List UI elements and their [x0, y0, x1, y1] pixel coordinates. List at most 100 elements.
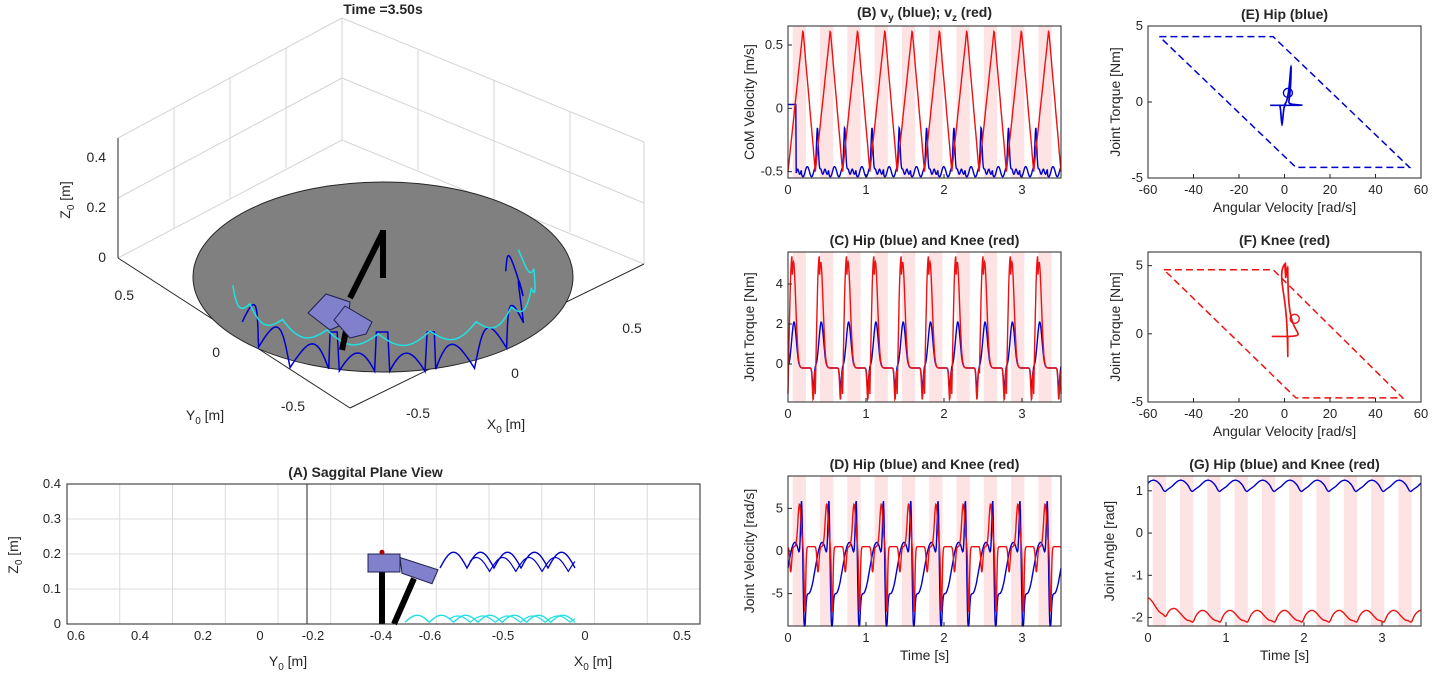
- x-axis-label: Angular Velocity [rad/s]: [1213, 199, 1356, 215]
- axes-box: [1147, 251, 1422, 403]
- y-axis-label: Joint Torque [Nm]: [741, 272, 757, 381]
- x-tick-label: 0.2: [194, 628, 212, 643]
- y-tick-label: 0.3: [43, 511, 61, 526]
- y-tick-label: 0: [776, 100, 783, 115]
- x-tick-label: 0: [256, 628, 263, 643]
- y-tick-label: -5: [1131, 394, 1143, 409]
- x-tick-label: 40: [1368, 406, 1382, 421]
- stance-phase-band: [874, 26, 888, 178]
- z-tick-label: 0.2: [87, 199, 107, 215]
- y-tick-label: 0.1: [43, 581, 61, 596]
- stance-phase-band: [1038, 26, 1052, 178]
- x-tick-label: -40: [1184, 182, 1203, 197]
- foot-trajectory-sagittal: [449, 615, 576, 623]
- knee_w-series-line: [787, 503, 1062, 612]
- robot-thigh-block: [399, 556, 439, 585]
- x-tick-label: -20: [1230, 182, 1249, 197]
- panel-d-joint-velocity: 0 1 2 3 -5 0 5 Joint Velocity [rad/s] Time [s] (D…: [741, 456, 1062, 663]
- leg-segment: [347, 230, 386, 300]
- torque-speed-envelope: [1158, 35, 1412, 169]
- x-tick-label: 20: [1323, 182, 1337, 197]
- x-tick-label: 40: [1368, 182, 1382, 197]
- y-tick-label: 0.4: [43, 476, 61, 491]
- y-tick-label: 1: [1136, 483, 1143, 498]
- foot-trajectory-3d: [232, 249, 536, 347]
- y-tick-label: 4: [776, 276, 783, 291]
- stance-phase-band: [983, 26, 998, 178]
- stance-phase-band: [1152, 476, 1166, 626]
- y-axis-label: Z0 [m]: [5, 536, 25, 573]
- panel-title: (D) Hip (blue) and Knee (red): [830, 456, 1020, 472]
- x-axis-label: Time [s]: [900, 647, 949, 663]
- x-tick-label: -0.4: [370, 628, 392, 643]
- x-tick-label: 2: [1300, 630, 1307, 645]
- current-state-marker: [1282, 87, 1294, 99]
- stance-phase-band: [1207, 476, 1221, 626]
- x-tick-label: -20: [1230, 406, 1249, 421]
- x-tick-label: -40: [1184, 406, 1203, 421]
- stance-phase-band: [1343, 476, 1358, 626]
- x-tick-label: -60: [1139, 406, 1158, 421]
- panel-title: (B) vy (blue); vz (red): [857, 4, 992, 24]
- stance-phase-band: [1316, 476, 1330, 626]
- time-title: Time =3.50s: [343, 1, 423, 17]
- panel-title: (G) Hip (blue) and Knee (red): [1189, 456, 1380, 472]
- z-tick-label: 0: [98, 249, 106, 265]
- stance-phase-band: [901, 252, 916, 402]
- x-tick-label: 0.4: [131, 628, 149, 643]
- foot-trajectory-sagittal: [404, 614, 576, 624]
- y-axis-label: Y0 [m]: [186, 407, 224, 427]
- x-tick-label: 0: [784, 406, 791, 421]
- stance-phase-band: [1179, 476, 1194, 626]
- x-tick-label: 1: [1222, 630, 1229, 645]
- stance-phase-band: [956, 26, 970, 178]
- x-tick-label: 0: [1281, 182, 1288, 197]
- knee_tau-series-line: [787, 256, 1062, 403]
- hip-trajectory-sagittal: [469, 556, 576, 573]
- torque-speed-envelope: [1163, 268, 1405, 399]
- z-axis-label: Z0 [m]: [57, 181, 77, 218]
- y-tick-label: 0.5: [765, 37, 783, 52]
- stance-phase-band: [1261, 476, 1276, 626]
- y-tick-label: 0: [1136, 94, 1143, 109]
- stance-phase-band: [929, 26, 943, 178]
- axes-box: [1147, 475, 1422, 627]
- x-tick-label: 3: [1018, 182, 1025, 197]
- x-tick-label: -0.2: [302, 628, 324, 643]
- axes-box: [787, 251, 1062, 403]
- knee_q-series-line: [1147, 597, 1421, 623]
- y-axis-label: Joint Velocity [rad/s]: [741, 489, 757, 614]
- x-tick-label: 0.5: [622, 320, 642, 336]
- axes-box: [66, 483, 701, 625]
- box-edge: [341, 17, 645, 143]
- x-tick-label: 1: [862, 630, 869, 645]
- limit-cycle-trajectory: [1271, 262, 1299, 358]
- x-tick-label: 0: [581, 628, 588, 643]
- x-axis-label: X0 [m]: [487, 416, 525, 436]
- x-tick-label: 2: [940, 406, 947, 421]
- x-tick-label: -60: [1139, 182, 1158, 197]
- x-tick-label: -0.5: [492, 628, 514, 643]
- x-tick-label: 0: [1281, 406, 1288, 421]
- stance-phase-band: [1038, 252, 1052, 402]
- x-tick-label: 0.5: [673, 628, 691, 643]
- horizontal-y-axis-label: Y0 [m]: [269, 653, 307, 673]
- stance-phase-band: [819, 26, 834, 178]
- limit-cycle-trajectory: [1270, 64, 1304, 127]
- y-axis-label: Joint Torque [Nm]: [1107, 47, 1123, 156]
- x-tick-label: 0: [1144, 630, 1151, 645]
- stance-phase-band: [847, 26, 861, 178]
- axes-box: [787, 25, 1062, 179]
- stance-phase-band: [901, 26, 916, 178]
- stance-phase-band: [1398, 476, 1412, 626]
- y-tick-label: -5: [771, 586, 783, 601]
- x-tick-label: 3: [1018, 406, 1025, 421]
- y-tick-label: 0: [1136, 525, 1143, 540]
- x-tick-label: -0.6: [419, 628, 441, 643]
- y-tick-label: 0.2: [43, 546, 61, 561]
- panel-title: (A) Saggital Plane View: [288, 464, 443, 480]
- stance-phase-band: [819, 252, 834, 402]
- x-tick-label: 0: [784, 182, 791, 197]
- x-tick-label: 2: [940, 630, 947, 645]
